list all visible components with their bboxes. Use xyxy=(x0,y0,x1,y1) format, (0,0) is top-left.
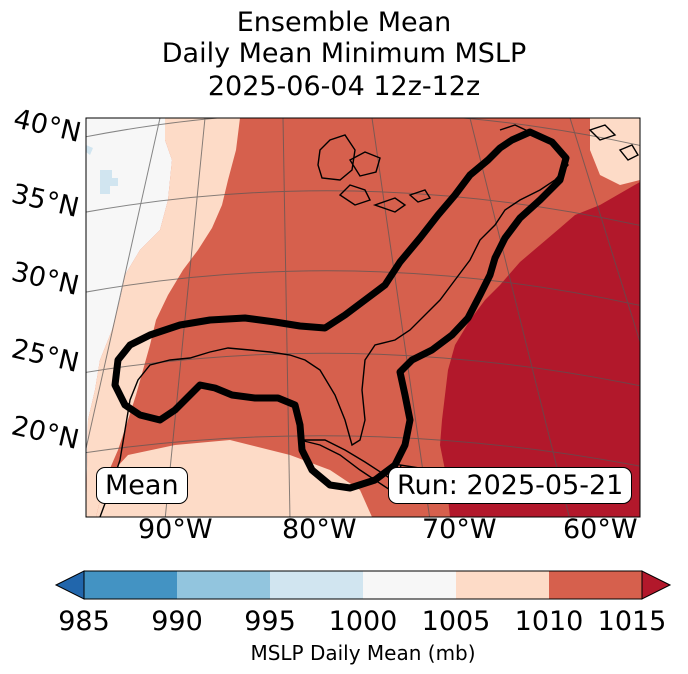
colorbar-label: MSLP Daily Mean (mb) xyxy=(250,641,476,665)
title-line-3: 2025-06-04 12z-12z xyxy=(207,71,481,102)
pressure-fill-1000-1005 xyxy=(86,118,172,517)
title-line-2: Daily Mean Minimum MSLP xyxy=(161,38,527,69)
colorbar-tick-1015: 1015 xyxy=(597,606,667,637)
lon-label-70w: 70°W xyxy=(422,514,497,545)
lon-label-80w: 80°W xyxy=(282,514,357,545)
colorbar-under-extend xyxy=(54,570,85,600)
contour-1010 xyxy=(111,128,570,492)
colorbar xyxy=(54,570,672,600)
lon-label-60w: 60°W xyxy=(563,514,638,545)
colorbar-segment-1005-1010 xyxy=(456,571,549,599)
colorbar-tick-1005: 1005 xyxy=(421,606,491,637)
map-border xyxy=(85,117,641,518)
colorbar-segment-985-990 xyxy=(84,571,177,599)
colorbar-tick-1010: 1010 xyxy=(514,606,584,637)
map-area xyxy=(86,118,640,517)
mean-box-label: Mean xyxy=(96,467,188,504)
graticule xyxy=(86,118,640,517)
colorbar-over-extend xyxy=(641,570,672,600)
colorbar-segment-990-995 xyxy=(177,571,270,599)
pressure-fill-1005-1010-ne xyxy=(590,118,640,185)
colorbar-segment-995-1000 xyxy=(270,571,363,599)
colorbar-border xyxy=(83,570,643,600)
colorbar-tick-990: 990 xyxy=(151,606,203,637)
lon-label-90w: 90°W xyxy=(138,514,213,545)
colorbar-tick-995: 995 xyxy=(244,606,296,637)
colorbar-tick-985: 985 xyxy=(58,606,110,637)
colorbar-segment-1000-1005 xyxy=(363,571,456,599)
colorbar-segment-1010-1015 xyxy=(549,571,642,599)
pressure-fill-1005-1010-west xyxy=(86,118,240,517)
pressure-fill-995-1000 xyxy=(100,170,118,194)
colorbar-tick-1000: 1000 xyxy=(328,606,398,637)
title-line-1: Ensemble Mean xyxy=(236,7,452,38)
pressure-fill-995-1000-edge xyxy=(86,145,93,155)
pressure-fill-above-1015 xyxy=(440,182,640,517)
run-box-label: Run: 2025-05-21 xyxy=(388,467,633,504)
